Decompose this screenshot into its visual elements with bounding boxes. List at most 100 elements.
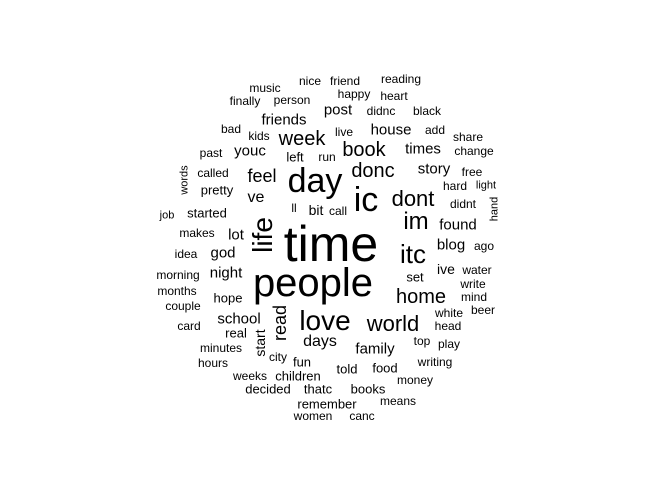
word-minutes: minutes — [199, 341, 243, 355]
word-week: week — [278, 128, 326, 150]
word-hand: hand — [488, 196, 501, 222]
word-write: write — [460, 277, 486, 291]
word-idea: idea — [174, 247, 198, 261]
word-real: real — [225, 325, 247, 341]
word-ll: ll — [291, 201, 297, 215]
word-day: day — [287, 162, 343, 200]
word-head: head — [434, 319, 462, 333]
word-youc: youc — [234, 142, 266, 160]
word-family: family — [355, 340, 395, 358]
word-reading: reading — [380, 72, 422, 86]
word-set: set — [406, 269, 424, 285]
word-add: add — [424, 123, 446, 137]
word-fun: fun — [292, 354, 312, 370]
word-im: im — [403, 208, 429, 235]
word-house: house — [370, 121, 412, 139]
word-books: books — [350, 381, 386, 397]
word-live: live — [334, 125, 354, 139]
word-started: started — [187, 205, 227, 221]
word-pretty: pretty — [200, 182, 234, 198]
word-beer: beer — [470, 303, 496, 317]
word-told: told — [336, 361, 358, 377]
word-finally: finally — [229, 94, 261, 108]
word-words: words — [178, 165, 191, 195]
word-means: means — [379, 394, 417, 408]
word-called: called — [197, 166, 229, 180]
word-friends: friends — [261, 111, 307, 129]
word-water: water — [462, 263, 492, 277]
word-hours: hours — [197, 356, 229, 370]
word-play: play — [437, 337, 461, 351]
word-kids: kids — [248, 129, 270, 143]
word-past: past — [199, 146, 223, 160]
word-top: top — [413, 334, 431, 348]
word-change: change — [454, 144, 494, 158]
word-black: black — [412, 104, 442, 118]
word-ive: ive — [437, 261, 455, 277]
word-makes: makes — [179, 226, 215, 240]
word-read: read — [270, 304, 290, 342]
word-times: times — [405, 140, 441, 158]
word-call: call — [328, 204, 348, 218]
word-light: light — [475, 179, 497, 192]
word-run: run — [318, 150, 336, 164]
word-hard: hard — [442, 179, 468, 193]
word-didnc: didnc — [366, 104, 396, 118]
word-free: free — [461, 165, 483, 179]
word-money: money — [396, 373, 434, 387]
word-hope: hope — [213, 290, 243, 306]
word-itc: itc — [400, 239, 426, 269]
word-nice: nice — [298, 74, 322, 88]
word-people: people — [252, 261, 374, 305]
word-happy: happy — [337, 87, 371, 101]
word-canc: canc — [349, 409, 375, 423]
word-home: home — [395, 286, 447, 308]
word-share: share — [452, 130, 484, 144]
word-writing: writing — [417, 355, 453, 369]
word-lot: lot — [228, 226, 244, 244]
word-dont: dont — [391, 186, 435, 211]
word-women: women — [293, 409, 333, 423]
word-person: person — [273, 93, 311, 107]
word-bit: bit — [308, 202, 324, 218]
word-thatc: thatc — [303, 381, 333, 397]
word-ago: ago — [473, 239, 495, 253]
word-found: found — [439, 216, 477, 234]
word-friend: friend — [329, 74, 361, 88]
word-god: god — [210, 244, 236, 262]
word-city: city — [269, 350, 287, 364]
word-card: card — [177, 319, 201, 333]
word-night: night — [209, 264, 243, 282]
word-heart: heart — [380, 89, 408, 103]
word-bad: bad — [220, 122, 242, 136]
word-feel: feel — [247, 166, 277, 186]
word-decided: decided — [245, 381, 291, 397]
word-time: time — [283, 216, 379, 272]
word-children: children — [275, 368, 321, 384]
word-donc: donc — [351, 160, 395, 182]
word-white: white — [434, 306, 464, 320]
word-didnt: didnt — [449, 197, 477, 211]
word-morning: morning — [156, 268, 200, 282]
word-blog: blog — [436, 236, 466, 254]
word-post: post — [323, 101, 353, 119]
word-ic: ic — [353, 181, 379, 219]
word-world: world — [366, 311, 420, 336]
word-months: months — [157, 284, 197, 298]
word-left: left — [286, 149, 304, 165]
word-days: days — [303, 333, 337, 350]
word-school: school — [217, 310, 261, 328]
word-job: job — [159, 209, 175, 222]
word-weeks: weeks — [232, 369, 268, 383]
word-story: story — [417, 160, 451, 178]
word-love: love — [299, 305, 351, 336]
word-food: food — [372, 360, 398, 376]
word-music: music — [249, 81, 281, 95]
word-ve: ve — [247, 189, 265, 206]
word-remember: remember — [297, 396, 357, 412]
word-start: start — [252, 329, 268, 357]
word-book: book — [342, 139, 386, 161]
word-life: life — [247, 217, 278, 253]
word-mind: mind — [460, 290, 488, 304]
